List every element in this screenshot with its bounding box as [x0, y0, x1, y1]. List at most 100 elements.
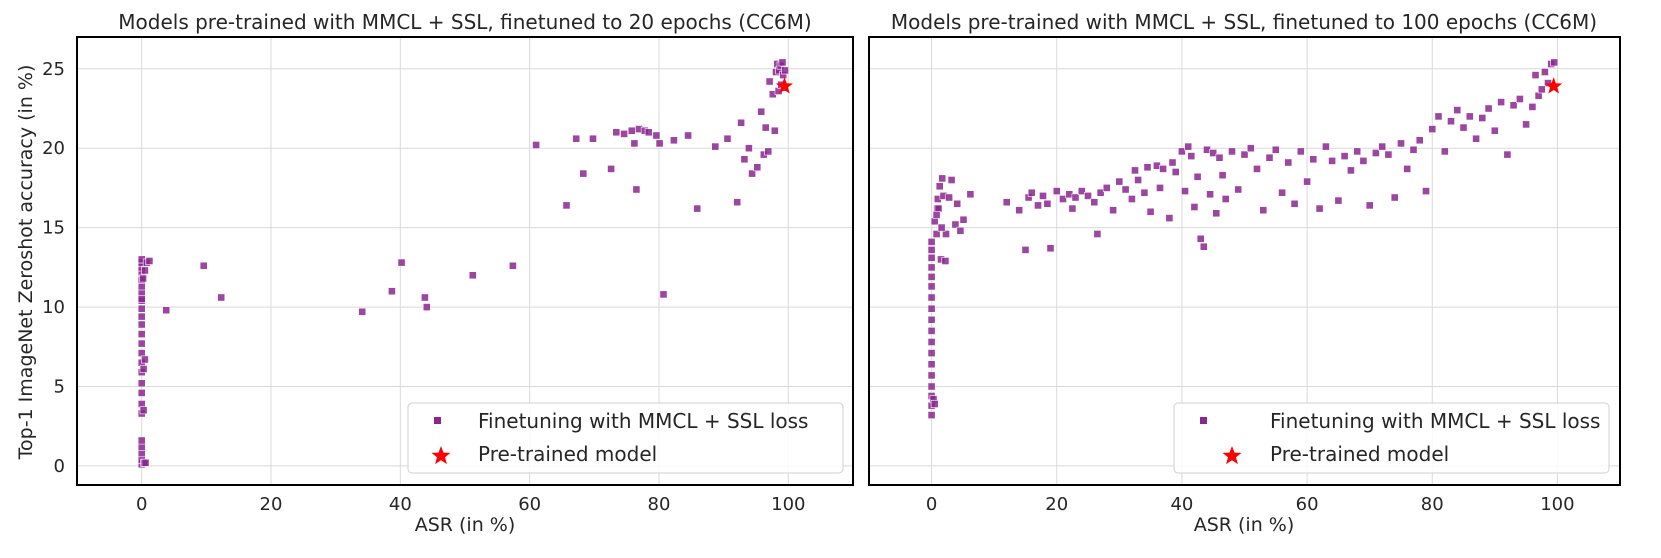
data-point [1190, 203, 1199, 211]
data-point [655, 139, 664, 148]
data-point [711, 142, 720, 151]
data-point [141, 355, 149, 364]
data-point [761, 123, 770, 132]
data-point [1472, 134, 1480, 143]
data-point [1046, 244, 1055, 253]
data-point [927, 360, 936, 369]
data-point [927, 293, 936, 302]
data-point [137, 295, 146, 303]
pretrained-model-point [775, 77, 793, 94]
data-point [1428, 125, 1437, 133]
data-point [1215, 153, 1224, 162]
legend-marker-pretrained [1222, 446, 1242, 465]
data-point [1181, 187, 1189, 195]
chart-panel-100-epochs: Models pre-trained with MMCL + SSL, fine… [868, 10, 1621, 536]
data-point [1131, 166, 1139, 175]
data-point [1259, 206, 1268, 215]
data-point [1290, 199, 1299, 208]
data-point [1171, 168, 1180, 176]
data-point [927, 382, 936, 391]
data-point [1422, 187, 1430, 195]
data-point [927, 349, 936, 357]
data-point [562, 201, 571, 210]
data-point [659, 290, 668, 299]
data-point [644, 128, 653, 137]
data-point [1159, 165, 1167, 173]
pretrained-model-point [1545, 77, 1563, 94]
data-point [1531, 71, 1540, 79]
data-point [1043, 199, 1052, 208]
data-point [1465, 112, 1474, 121]
grid [77, 37, 853, 485]
data-point [1459, 123, 1468, 132]
data-point [723, 134, 732, 143]
data-point [137, 436, 146, 445]
data-point [1096, 188, 1105, 197]
data-point [1434, 112, 1443, 121]
data-point [1447, 117, 1455, 126]
data-point [1134, 176, 1142, 184]
data-point [589, 134, 597, 143]
data-point [1265, 153, 1274, 162]
legend-box [407, 402, 844, 474]
data-point [951, 220, 960, 229]
data-point [927, 272, 936, 281]
data-point [737, 118, 745, 127]
data-point [1516, 95, 1524, 103]
x-tick-label: 0 [926, 494, 937, 515]
data-point [1021, 246, 1030, 254]
data-point [1537, 85, 1546, 94]
data-point [162, 306, 171, 315]
data-point [942, 230, 950, 238]
x-axis-label: ASR (in %) [1194, 514, 1295, 536]
data-point [139, 365, 148, 373]
data-point [669, 136, 678, 145]
data-point [358, 307, 367, 316]
data-point [1196, 234, 1205, 243]
data-point [632, 185, 641, 194]
data-point [937, 223, 946, 232]
x-tick-label: 60 [1296, 494, 1319, 515]
data-point [1353, 147, 1362, 156]
chart-title: Models pre-trained with MMCL + SSL, fine… [118, 10, 811, 34]
data-point [199, 261, 208, 270]
data-point [1140, 188, 1149, 197]
data-point [1372, 149, 1380, 157]
tick-labels: 0 20 40 60 80 100 [926, 494, 1575, 515]
data-point [1206, 190, 1214, 199]
data-point [1440, 147, 1449, 156]
data-point [1403, 165, 1412, 173]
data-point [947, 176, 956, 184]
data-point [137, 320, 146, 329]
data-point [1199, 242, 1208, 251]
data-point [935, 182, 944, 191]
data-point [953, 199, 962, 208]
data-point [1322, 142, 1330, 151]
data-point [1184, 142, 1193, 151]
data-point [1522, 120, 1530, 129]
data-point [1109, 206, 1117, 215]
data-point [770, 126, 779, 135]
data-point [1253, 165, 1261, 173]
x-tick-label: 100 [1540, 494, 1574, 515]
data-point [1359, 157, 1368, 165]
legend-label-finetune: Finetuning with MMCL + SSL loss [1270, 409, 1600, 433]
y-tick-label: 5 [54, 377, 65, 398]
data-point [397, 258, 406, 267]
x-tick-label: 60 [518, 494, 541, 515]
data-point [927, 282, 936, 291]
data-point [945, 193, 953, 202]
data-point [1146, 207, 1155, 216]
data-point [422, 303, 431, 311]
tick-labels: 0 20 40 60 80 100 0 5 10 15 20 25 [42, 59, 805, 515]
scatter-points [137, 58, 793, 469]
data-point [966, 190, 975, 199]
legend-marker-pretrained [431, 446, 451, 465]
data-point [927, 326, 936, 335]
data-point [137, 312, 146, 321]
data-point [1365, 201, 1374, 210]
data-point [1034, 201, 1042, 210]
data-point [1128, 195, 1136, 203]
data-point [508, 261, 517, 270]
data-point [1209, 149, 1218, 157]
